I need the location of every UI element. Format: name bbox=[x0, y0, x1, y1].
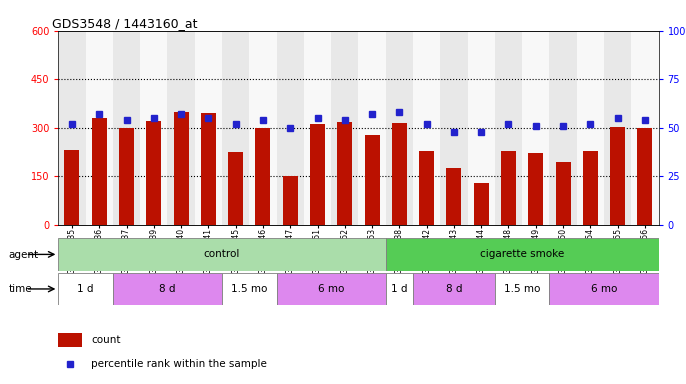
Bar bbox=[549, 31, 577, 225]
Bar bbox=[228, 152, 243, 225]
Text: 6 mo: 6 mo bbox=[591, 284, 617, 294]
Bar bbox=[386, 31, 413, 225]
Bar bbox=[386, 238, 659, 271]
Bar bbox=[447, 168, 462, 225]
Bar bbox=[419, 151, 434, 225]
Bar bbox=[64, 150, 80, 225]
Bar bbox=[583, 151, 598, 225]
Bar bbox=[358, 31, 386, 225]
Bar bbox=[92, 118, 107, 225]
Bar bbox=[222, 31, 249, 225]
Bar bbox=[468, 31, 495, 225]
Bar bbox=[556, 162, 571, 225]
Bar bbox=[440, 31, 468, 225]
Bar bbox=[195, 31, 222, 225]
Bar bbox=[310, 124, 325, 225]
Bar bbox=[304, 31, 331, 225]
Bar bbox=[255, 128, 270, 225]
Text: control: control bbox=[204, 249, 240, 260]
Bar bbox=[631, 31, 659, 225]
Text: GDS3548 / 1443160_at: GDS3548 / 1443160_at bbox=[52, 17, 198, 30]
Bar bbox=[276, 273, 386, 305]
Bar bbox=[167, 31, 195, 225]
Text: 1 d: 1 d bbox=[78, 284, 94, 294]
Bar bbox=[113, 273, 222, 305]
Text: count: count bbox=[91, 335, 121, 345]
Bar bbox=[201, 113, 216, 225]
Bar bbox=[140, 31, 167, 225]
Bar bbox=[522, 31, 549, 225]
Bar bbox=[222, 273, 276, 305]
Bar bbox=[338, 122, 353, 225]
Bar bbox=[610, 127, 625, 225]
Bar bbox=[577, 31, 604, 225]
Text: agent: agent bbox=[8, 250, 38, 260]
Bar bbox=[113, 31, 140, 225]
Bar bbox=[413, 31, 440, 225]
Bar bbox=[413, 273, 495, 305]
Bar bbox=[495, 31, 522, 225]
Bar bbox=[386, 273, 413, 305]
Bar bbox=[146, 121, 161, 225]
Text: 1.5 mo: 1.5 mo bbox=[504, 284, 541, 294]
Bar bbox=[637, 128, 652, 225]
Bar bbox=[495, 273, 549, 305]
Bar bbox=[331, 31, 358, 225]
Text: percentile rank within the sample: percentile rank within the sample bbox=[91, 359, 268, 369]
Bar bbox=[474, 183, 488, 225]
Text: 1 d: 1 d bbox=[391, 284, 407, 294]
Bar bbox=[392, 123, 407, 225]
Bar bbox=[364, 135, 379, 225]
Bar bbox=[58, 31, 86, 225]
Bar bbox=[86, 31, 113, 225]
Bar bbox=[604, 31, 631, 225]
Bar bbox=[276, 31, 304, 225]
Text: 1.5 mo: 1.5 mo bbox=[231, 284, 268, 294]
Bar bbox=[549, 273, 659, 305]
Bar bbox=[58, 273, 113, 305]
Text: 8 d: 8 d bbox=[159, 284, 176, 294]
Text: time: time bbox=[8, 284, 32, 294]
Bar bbox=[119, 128, 134, 225]
Bar bbox=[174, 112, 189, 225]
Bar bbox=[528, 153, 543, 225]
Text: cigarette smoke: cigarette smoke bbox=[480, 249, 565, 260]
Bar bbox=[283, 176, 298, 225]
Bar bbox=[58, 333, 82, 348]
Bar bbox=[58, 238, 386, 271]
Text: 8 d: 8 d bbox=[446, 284, 462, 294]
Bar bbox=[501, 151, 516, 225]
Bar bbox=[249, 31, 276, 225]
Text: 6 mo: 6 mo bbox=[318, 284, 344, 294]
